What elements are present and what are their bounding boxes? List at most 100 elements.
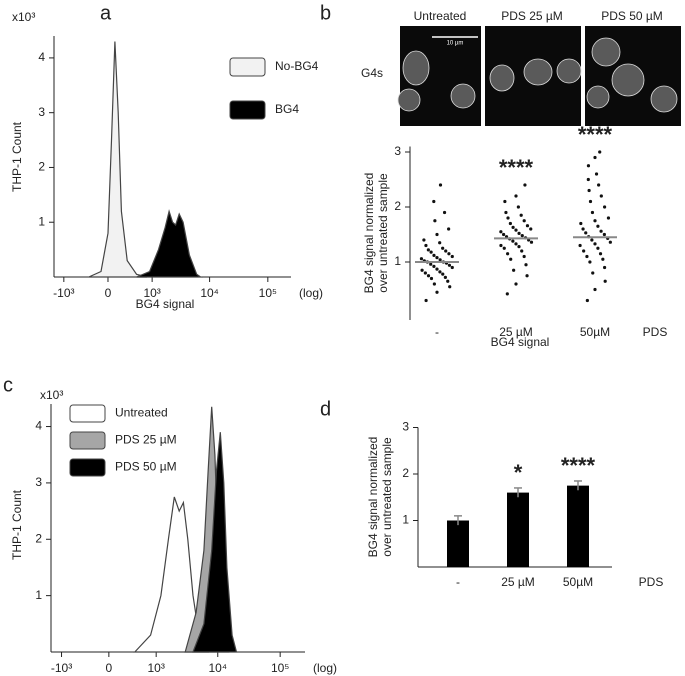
data-point — [502, 232, 506, 237]
data-point — [517, 231, 521, 235]
y-tick-label: 3 — [35, 475, 42, 489]
data-point — [590, 238, 594, 242]
data-point — [519, 213, 523, 217]
data-point — [438, 270, 442, 274]
data-point — [506, 216, 510, 220]
y-tick-label: 1 — [402, 513, 409, 527]
x-tick-label: - — [435, 325, 439, 339]
y-axis-label: THP-1 Count — [10, 121, 24, 192]
data-point — [585, 298, 589, 303]
legend-swatch — [69, 404, 106, 423]
x-tick-label: 10⁴ — [200, 286, 219, 300]
panel-letter: a — [100, 2, 112, 24]
data-point — [603, 265, 607, 270]
x-tick-label: 10⁴ — [209, 661, 228, 675]
y-multiplier: x10³ — [40, 388, 63, 402]
y-tick-label: 1 — [394, 254, 401, 268]
data-point — [514, 242, 518, 246]
data-point — [596, 224, 600, 228]
data-point — [597, 183, 601, 187]
y-axis-label: THP-1 Count — [10, 489, 24, 560]
y-axis-label: over untreated sample — [380, 437, 394, 557]
x-tick-label: 10³ — [143, 286, 160, 300]
panel-letter: c — [3, 374, 13, 396]
data-point — [511, 225, 515, 229]
legend-swatch — [229, 100, 266, 120]
data-point — [444, 249, 448, 253]
data-point — [438, 241, 442, 245]
data-point — [596, 246, 600, 250]
data-point — [598, 252, 603, 256]
data-point — [593, 219, 597, 223]
data-point — [516, 205, 520, 209]
legend-label: BG4 — [275, 102, 299, 116]
image-title: PDS 50 µM — [601, 9, 663, 23]
data-point — [602, 232, 606, 237]
data-point — [424, 243, 428, 248]
data-point — [586, 177, 590, 182]
y-tick-label: 1 — [35, 588, 42, 602]
data-point — [435, 232, 439, 237]
data-point — [419, 257, 424, 261]
data-point — [608, 240, 612, 244]
legend-label: PDS 50 µM — [115, 460, 177, 474]
significance: **** — [578, 122, 613, 147]
x-tick-label: 0 — [106, 661, 113, 675]
data-point — [603, 205, 607, 209]
data-point — [432, 264, 436, 268]
significance: **** — [561, 453, 596, 478]
x-tick-label: 10⁵ — [271, 661, 289, 675]
y-tick-label: 2 — [38, 160, 45, 174]
data-point — [525, 224, 530, 228]
data-point — [523, 183, 527, 187]
data-point — [504, 210, 508, 215]
data-point — [603, 279, 607, 283]
data-point — [508, 221, 512, 226]
legend-label: No-BG4 — [275, 59, 319, 73]
data-point — [426, 248, 430, 252]
data-point — [499, 243, 503, 248]
data-point — [511, 239, 515, 243]
x-tick-label: -10³ — [51, 661, 72, 675]
data-point — [514, 194, 518, 198]
data-point — [442, 210, 447, 215]
data-point — [424, 298, 428, 303]
x-tick-label: 50µM — [580, 325, 610, 339]
data-point — [432, 253, 436, 257]
y-tick-label: 3 — [38, 105, 45, 119]
data-point — [582, 249, 586, 253]
y-tick-label: 3 — [402, 420, 409, 434]
data-point — [447, 252, 451, 256]
x-tick-label: 25 µM — [499, 325, 533, 339]
data-point — [447, 263, 452, 267]
legend-label: PDS 25 µM — [115, 433, 177, 447]
x-tick-label: 10³ — [148, 661, 165, 675]
significance: **** — [499, 155, 534, 180]
data-point — [447, 227, 451, 231]
x-unit: PDS — [643, 325, 668, 339]
data-point — [529, 240, 534, 244]
data-point — [441, 272, 445, 276]
x-tick-label: - — [456, 575, 460, 589]
data-point — [578, 243, 582, 248]
data-point — [502, 246, 506, 250]
y-tick-label: 2 — [35, 531, 42, 545]
data-point — [579, 221, 583, 226]
data-point — [593, 242, 597, 246]
data-point — [514, 282, 518, 286]
x-tick-label: -10³ — [53, 286, 74, 300]
data-point — [429, 276, 434, 281]
significance: * — [514, 460, 523, 485]
data-point — [509, 257, 513, 261]
data-point — [520, 234, 524, 238]
data-point — [588, 260, 592, 264]
y-axis-label: BG4 signal normalized — [362, 173, 376, 294]
histogram-curve — [136, 209, 203, 278]
panel-letter: d — [320, 398, 331, 420]
data-point — [514, 228, 518, 232]
bar — [567, 485, 589, 567]
data-point — [450, 254, 454, 259]
data-point — [581, 227, 585, 231]
data-point — [584, 231, 588, 235]
